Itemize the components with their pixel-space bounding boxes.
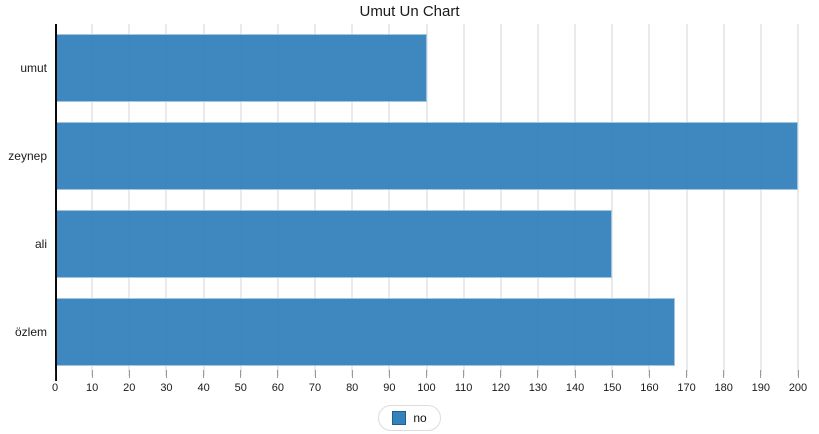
grid-line [314, 24, 317, 376]
x-tick-label: 20 [123, 382, 136, 394]
x-tick-label: 180 [714, 382, 733, 394]
x-tick-mark [54, 370, 56, 381]
grid-line [574, 24, 577, 376]
x-tick-mark [240, 370, 242, 378]
x-tick-label: 0 [51, 382, 59, 394]
x-tick-label: 50 [234, 382, 247, 394]
x-tick-label: 160 [640, 382, 659, 394]
x-tick-label: 130 [528, 382, 548, 394]
bar-umut[interactable] [55, 34, 427, 102]
grid-line [276, 24, 279, 376]
y-axis-line [55, 24, 57, 381]
grid-line [722, 24, 725, 376]
x-tick-label: 190 [751, 382, 771, 394]
grid-line [239, 24, 242, 376]
x-tick-mark [277, 370, 279, 378]
grid-line [202, 24, 205, 376]
x-tick-mark [760, 370, 762, 378]
x-tick-mark [611, 370, 613, 378]
x-tick-mark [426, 370, 427, 378]
grid-line [536, 24, 539, 376]
legend-item-no[interactable]: no [378, 405, 441, 431]
x-tick-mark [388, 370, 390, 378]
chart-title: Umut Un Chart [359, 3, 460, 20]
x-tick-mark [537, 370, 539, 378]
grid-line [462, 24, 465, 376]
x-tick-label: 60 [271, 382, 285, 394]
x-tick-mark [686, 370, 688, 378]
x-tick-mark [128, 370, 130, 378]
plot-area [55, 24, 798, 376]
x-tick-mark [797, 370, 799, 378]
grid-line [759, 24, 762, 376]
x-tick-label: 40 [197, 382, 210, 394]
grid-line [685, 24, 688, 376]
legend-swatch-icon [392, 411, 407, 425]
y-tick-label-umut: umut [20, 61, 47, 75]
x-tick-mark [648, 370, 650, 378]
x-tick-mark [500, 370, 502, 378]
x-tick-mark [203, 370, 205, 378]
x-tick-label: 150 [603, 382, 622, 394]
x-tick-label: 10 [86, 382, 99, 394]
grid-line [425, 24, 428, 376]
grid-line [499, 24, 502, 376]
x-tick-mark [463, 370, 465, 378]
x-tick-label: 70 [308, 382, 322, 394]
legend: no [0, 405, 819, 431]
x-tick-label: 120 [491, 382, 510, 394]
x-tick-mark [351, 370, 353, 378]
x-tick-label: 200 [788, 382, 808, 394]
grid-line [388, 24, 391, 376]
y-tick-label-zeynep: zeynep [8, 149, 47, 163]
bar-ali[interactable] [55, 210, 613, 278]
x-tick-label: 100 [417, 382, 436, 394]
x-tick-label: 140 [565, 382, 585, 394]
x-tick-label: 170 [677, 382, 696, 394]
x-tick-label: 110 [454, 382, 473, 394]
x-tick-mark [165, 370, 167, 378]
bar-özlem[interactable] [55, 298, 676, 366]
grid-line [797, 24, 799, 376]
x-tick-label: 90 [383, 382, 396, 394]
x-tick-mark [91, 370, 93, 378]
x-tick-mark [574, 370, 576, 378]
grid-line [128, 24, 131, 376]
x-tick-mark [314, 370, 316, 378]
grid-line [648, 24, 651, 376]
x-tick-mark [723, 370, 725, 378]
legend-label: no [413, 411, 427, 425]
grid-line [91, 24, 94, 376]
x-tick-label: 80 [346, 382, 359, 394]
x-tick-label: 30 [160, 382, 173, 394]
grid-line [611, 24, 614, 376]
y-tick-label-ali: ali [34, 237, 47, 251]
grid-line [351, 24, 354, 376]
bar-zeynep[interactable] [55, 122, 798, 190]
y-tick-label-özlem: özlem [14, 325, 47, 339]
grid-line [165, 24, 168, 376]
